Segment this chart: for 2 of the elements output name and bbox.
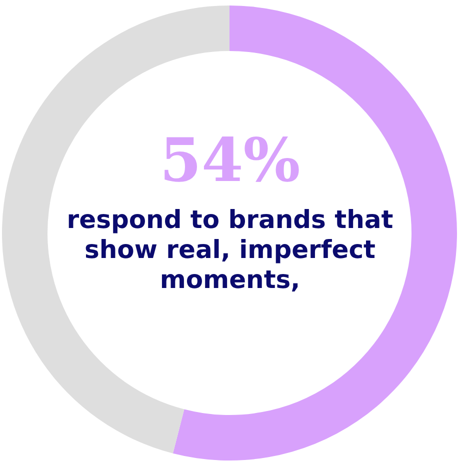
data-label: 54% [158, 125, 302, 197]
text: respond to brands that show real, imperfect moments, [66, 205, 394, 295]
